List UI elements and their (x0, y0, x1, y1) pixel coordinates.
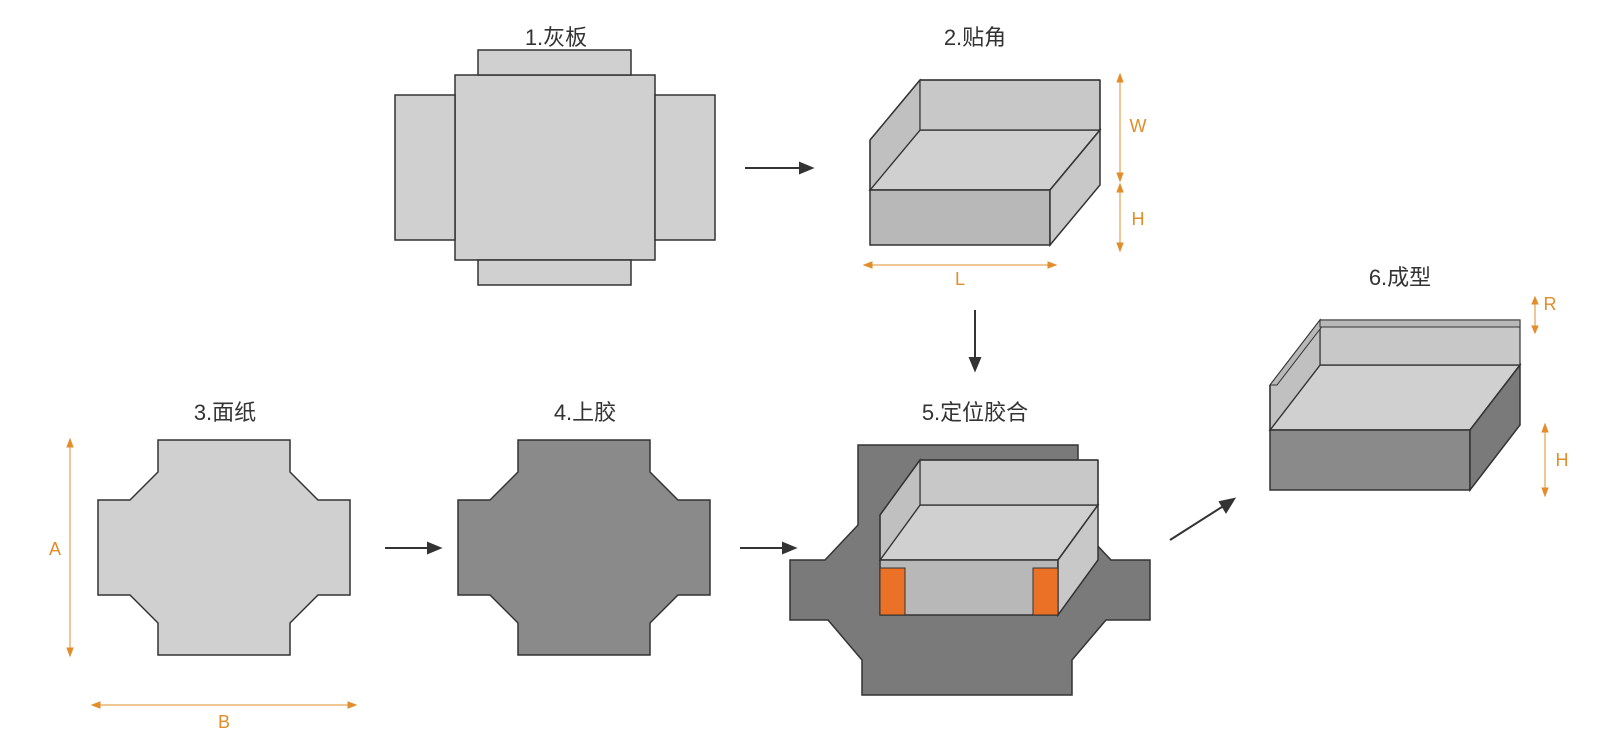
step-3-title: 3.面纸 (194, 400, 256, 425)
step-1-title: 1.灰板 (525, 25, 587, 50)
step-6-title: 6.成型 (1369, 265, 1431, 290)
arrow-4-5 (740, 543, 795, 553)
step-6-formed: 6.成型 R H (1270, 265, 1569, 496)
dim-H: H (1132, 209, 1145, 229)
step-5-title: 5.定位胶合 (922, 400, 1028, 425)
step-1-grayboard: 1.灰板 (395, 25, 715, 285)
step-2-title: 2.贴角 (944, 25, 1006, 50)
step-2-corner: 2.贴角 W H (864, 25, 1147, 289)
step-4-title: 4.上胶 (554, 400, 616, 425)
arrow-3-4 (385, 543, 440, 553)
arrow-1-2 (745, 163, 812, 173)
dim-B: B (218, 712, 230, 732)
dim-L: L (955, 269, 965, 289)
arrow-2-5 (970, 310, 980, 370)
step-5-bond: 5.定位胶合 (790, 400, 1150, 695)
dim-H2: H (1556, 450, 1569, 470)
step-4-glue: 4.上胶 (458, 400, 710, 655)
dim-W: W (1130, 116, 1147, 136)
dim-R: R (1544, 294, 1557, 314)
arrow-5-6 (1170, 499, 1234, 540)
process-diagram: 1.灰板 2.贴角 (0, 0, 1600, 756)
step-3-coverpaper: 3.面纸 A B (49, 400, 356, 732)
dim-A: A (49, 539, 61, 559)
